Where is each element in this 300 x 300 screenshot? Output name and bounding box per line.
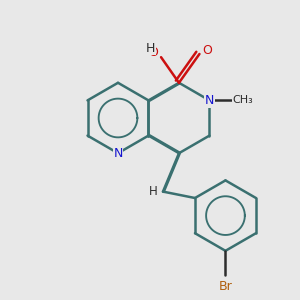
Text: N: N — [113, 147, 123, 160]
Text: H: H — [149, 185, 158, 198]
Text: O: O — [148, 46, 158, 59]
Text: H: H — [146, 42, 155, 55]
Text: O: O — [202, 44, 212, 57]
Text: Br: Br — [219, 280, 232, 292]
Text: CH₃: CH₃ — [233, 95, 254, 105]
Text: N: N — [205, 94, 214, 107]
